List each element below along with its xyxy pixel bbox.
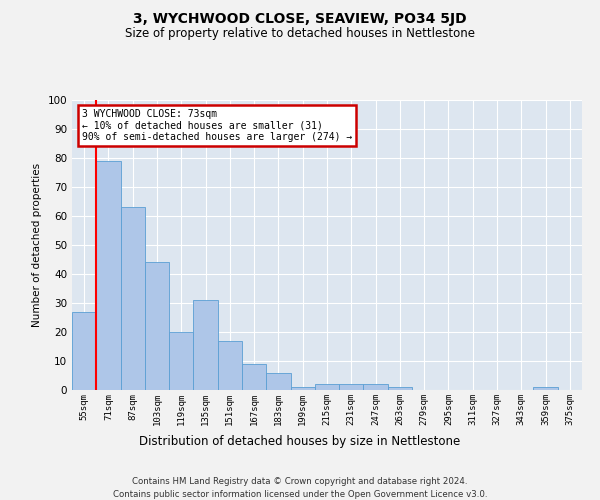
Bar — [218, 340, 242, 390]
Bar — [72, 312, 96, 390]
Bar — [193, 300, 218, 390]
Bar — [145, 262, 169, 390]
Bar — [96, 161, 121, 390]
Bar — [339, 384, 364, 390]
Text: 3, WYCHWOOD CLOSE, SEAVIEW, PO34 5JD: 3, WYCHWOOD CLOSE, SEAVIEW, PO34 5JD — [133, 12, 467, 26]
Bar — [121, 208, 145, 390]
Text: Contains public sector information licensed under the Open Government Licence v3: Contains public sector information licen… — [113, 490, 487, 499]
Text: Size of property relative to detached houses in Nettlestone: Size of property relative to detached ho… — [125, 28, 475, 40]
Bar — [290, 387, 315, 390]
Bar — [533, 387, 558, 390]
Text: Contains HM Land Registry data © Crown copyright and database right 2024.: Contains HM Land Registry data © Crown c… — [132, 478, 468, 486]
Bar — [315, 384, 339, 390]
Y-axis label: Number of detached properties: Number of detached properties — [32, 163, 42, 327]
Bar — [266, 372, 290, 390]
Text: Distribution of detached houses by size in Nettlestone: Distribution of detached houses by size … — [139, 435, 461, 448]
Bar — [364, 384, 388, 390]
Bar — [169, 332, 193, 390]
Bar — [242, 364, 266, 390]
Bar — [388, 387, 412, 390]
Text: 3 WYCHWOOD CLOSE: 73sqm
← 10% of detached houses are smaller (31)
90% of semi-de: 3 WYCHWOOD CLOSE: 73sqm ← 10% of detache… — [82, 108, 352, 142]
